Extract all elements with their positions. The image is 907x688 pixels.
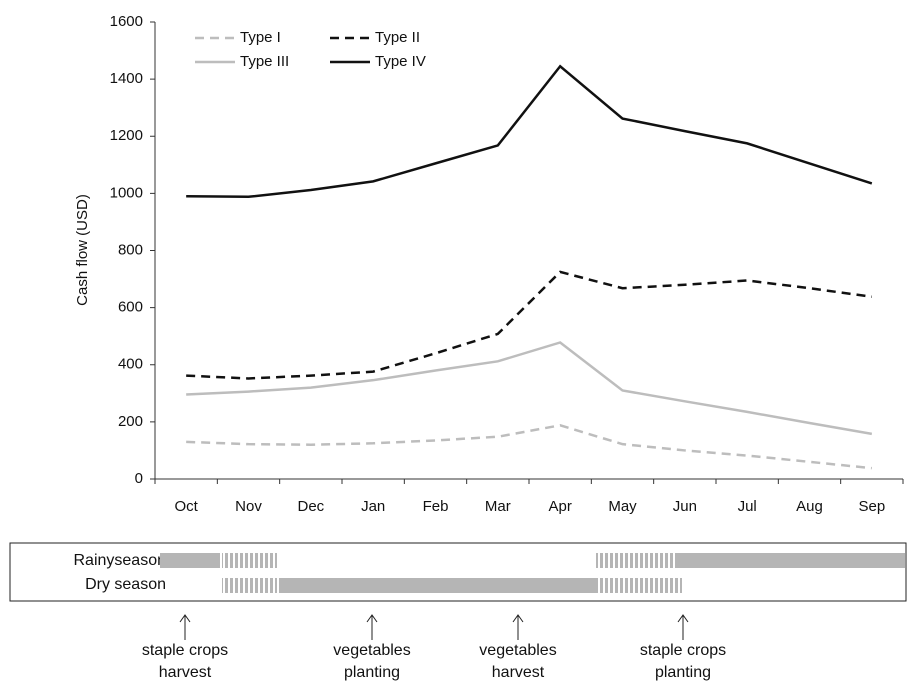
x-tick-label: May — [608, 498, 637, 515]
x-tick-label: Mar — [485, 498, 511, 515]
season-panel: Rainyseason Dry season — [9, 542, 907, 640]
x-tick-label: Jul — [738, 498, 757, 515]
legend-label: Type II — [375, 29, 420, 46]
season-bar — [279, 578, 598, 593]
row-label: Rainyseason — [74, 552, 167, 569]
event-label: vegetables — [479, 642, 556, 659]
season-bar — [160, 553, 220, 568]
series-line — [186, 424, 872, 470]
season-transition — [222, 553, 277, 568]
event-label: planting — [344, 664, 400, 681]
event-label: staple crops — [640, 642, 726, 659]
y-axis-label: Cash flow (USD) — [74, 194, 91, 306]
series-line — [186, 341, 873, 436]
event-label: staple crops — [142, 642, 228, 659]
x-tick-label: Dec — [297, 498, 324, 515]
x-tick-label: Oct — [174, 498, 198, 515]
y-tick-label: 1600 — [110, 13, 143, 30]
x-tick-label: Apr — [548, 498, 571, 515]
legend-label: Type IV — [375, 53, 426, 70]
series-line — [186, 270, 873, 380]
x-tick-label: Aug — [796, 498, 823, 515]
event-label: vegetables — [333, 642, 410, 659]
season-bar — [678, 553, 905, 568]
y-tick-label: 800 — [118, 241, 143, 258]
x-tick-label: Nov — [235, 498, 262, 515]
y-tick-label: 200 — [118, 413, 143, 430]
row-label: Dry season — [85, 576, 166, 593]
x-tick-label: Sep — [858, 498, 885, 515]
season-transition — [600, 578, 682, 593]
season-transition — [222, 578, 277, 593]
x-tick-label: Jun — [673, 498, 697, 515]
arrows — [179, 614, 689, 640]
y-tick-label: 600 — [118, 299, 143, 316]
season-transition — [596, 553, 678, 568]
panel-frame — [9, 542, 907, 602]
legend-label: Type I — [240, 29, 281, 46]
event-label: harvest — [492, 664, 545, 681]
event-label: harvest — [159, 664, 212, 681]
y-tick-label: 1000 — [110, 184, 143, 201]
series-line — [186, 64, 873, 199]
legend-label: Type III — [240, 53, 289, 70]
x-tick-label: Feb — [423, 498, 449, 515]
y-tick-label: 0 — [135, 470, 143, 487]
event-label: planting — [655, 664, 711, 681]
y-tick-label: 1200 — [110, 127, 143, 144]
x-tick-label: Jan — [361, 498, 385, 515]
y-tick-label: 1400 — [110, 70, 143, 87]
y-tick-label: 400 — [118, 356, 143, 373]
